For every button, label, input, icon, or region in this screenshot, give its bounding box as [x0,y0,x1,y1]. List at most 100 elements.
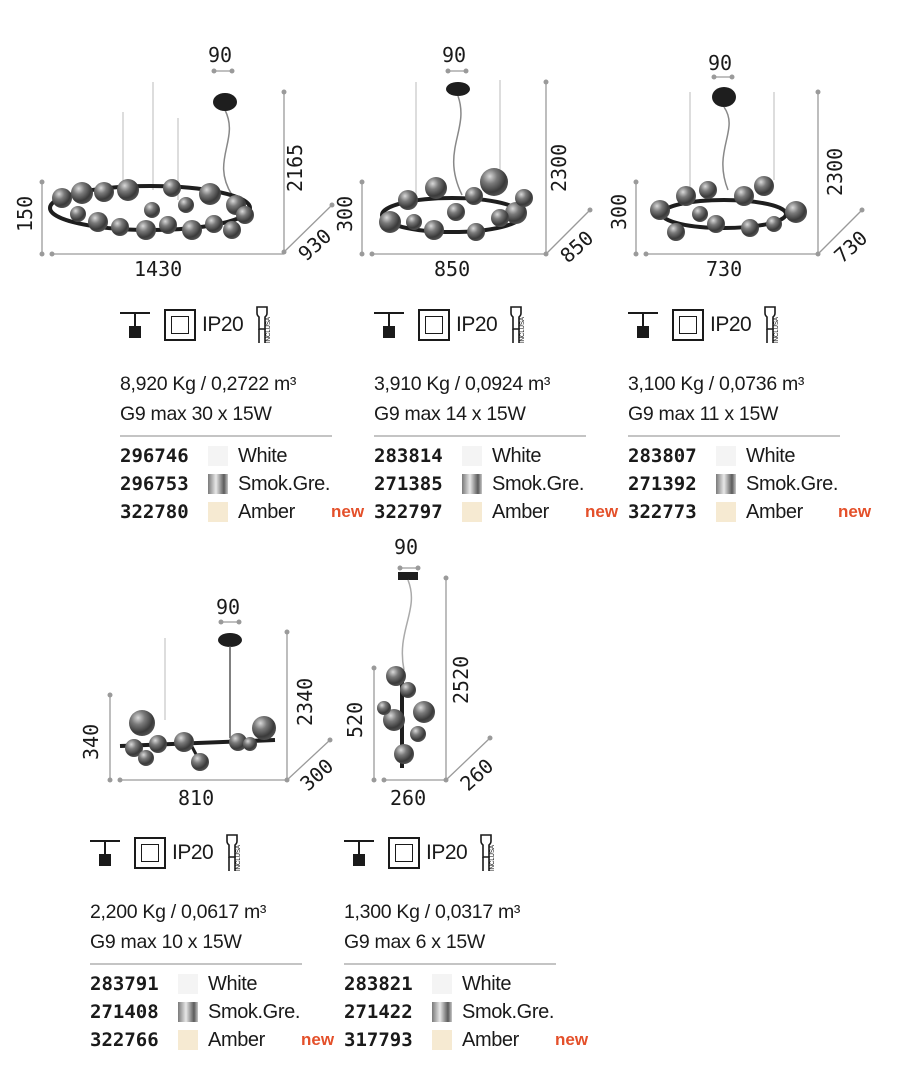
product-5-specs: 1,300 Kg / 0,0317 m³ G9 max 6 x 15W [344,897,520,957]
variant-row: 317793 Amber new [344,1028,589,1052]
product-1-variants: 296746 White 296753 Smok.Gre. 322780 Amber n… [120,442,365,526]
svg-text:INCLUSA: INCLUSA [774,317,780,343]
divider [120,435,332,437]
product-1: 90 2165 150 1430 930 IP20 INCLUSA 8,920 … [0,0,365,530]
variant-row: 296746 White [120,444,288,468]
dim-width: 1430 [134,257,182,281]
weight-volume: 1,300 Kg / 0,0317 m³ [344,901,521,923]
dim-height-body: 340 [79,724,103,760]
dim-hook: 90 [216,595,240,619]
variant-row: 283807 White [628,444,796,468]
weight-volume: 3,100 Kg / 0,0736 m³ [628,373,805,395]
variant-row: 322773 Amber new [628,500,872,524]
swatch-smoke [432,1002,452,1022]
dim-height-body: 150 [13,196,37,232]
product-3: 90 2300 300 730 730 IP20 INCLUSA 3,100 K… [0,0,906,530]
dim-hook: 90 [708,51,732,75]
g9-bulb-icon: INCLUSA [226,834,242,872]
svg-text:INCLUSA: INCLUSA [490,845,496,871]
swatch-white [208,446,228,466]
product-3-variants: 283807 White 271392 Smok.Gre. 322773 Amber n… [628,442,872,526]
product-5-icons: IP20 INCLUSA [344,833,499,873]
dim-height-total: 2340 [293,678,317,726]
product-4-drawing: 90 2340 340 810 300 [79,595,338,810]
new-badge: new [555,1030,589,1049]
dim-height-body: 300 [607,194,631,230]
swatch-white [716,446,736,466]
swatch-smoke [462,474,482,494]
new-badge: new [331,502,365,521]
svg-text:INCLUSA: INCLUSA [236,845,242,871]
product-4-specs: 2,200 Kg / 0,0617 m³ G9 max 10 x 15W [90,897,266,957]
double-insulation-icon [418,309,450,341]
swatch-white [432,974,452,994]
product-3-icons: IP20 INCLUSA [628,305,783,345]
dim-height-total: 2520 [449,656,473,704]
ip-rating: IP20 [426,841,468,864]
product-1-icons: IP20 INCLUSA [120,305,275,345]
dim-depth: 730 [829,226,872,268]
swatch-smoke [208,474,228,494]
g9-bulb-icon: INCLUSA [510,306,526,344]
variant-row: 271408 Smok.Gre. [90,1000,300,1024]
dim-depth: 260 [455,754,498,796]
swatch-amber [432,1030,452,1050]
product-5-drawing: 90 2520 520 260 260 [343,535,498,810]
product-2-variants: 283814 White 271385 Smok.Gre. 322797 Amber n… [374,442,619,526]
double-insulation-icon [388,837,420,869]
dim-hook: 90 [442,43,466,67]
lamp-spec: G9 max 11 x 15W [628,403,779,425]
divider [90,963,302,965]
product-4-variants: 283791 White 271408 Smok.Gre. 322766 Amber n… [90,970,335,1054]
product-4-icons: IP20 INCLUSA [90,833,245,873]
swatch-amber [178,1030,198,1050]
lamp-spec: G9 max 6 x 15W [344,931,486,953]
ceiling-mount-icon [120,308,150,342]
variant-row: 271392 Smok.Gre. [628,472,838,496]
lamp-spec: G9 max 10 x 15W [90,931,242,953]
variant-row: 322797 Amber new [374,500,619,524]
ip-rating: IP20 [456,313,498,336]
product-5: 90 2520 520 260 260 IP20 INCLUSA 1,300 K… [0,530,620,1070]
swatch-smoke [716,474,736,494]
dim-height-total: 2165 [283,144,307,192]
svg-text:INCLUSA: INCLUSA [520,317,526,343]
new-badge: new [301,1030,335,1049]
product-2-specs: 3,910 Kg / 0,0924 m³ G9 max 14 x 15W [374,369,550,429]
dim-height-total: 2300 [547,144,571,192]
double-insulation-icon [672,309,704,341]
ip-rating: IP20 [710,313,752,336]
variant-row: 283821 White [344,972,512,996]
swatch-white [462,446,482,466]
product-1-specs: 8,920 Kg / 0,2722 m³ G9 max 30 x 15W [120,369,296,429]
swatch-amber [462,502,482,522]
double-insulation-icon [164,309,196,341]
ceiling-mount-icon [628,308,658,342]
product-2-drawing: 90 2300 300 850 850 [333,43,598,281]
dim-height-body: 520 [343,702,367,738]
swatch-smoke [178,1002,198,1022]
g9-bulb-icon: INCLUSA [480,834,496,872]
product-2-icons: IP20 INCLUSA [374,305,529,345]
variant-row: 296753 Smok.Gre. [120,472,330,496]
lamp-spec: G9 max 30 x 15W [120,403,272,425]
product-1-drawing: 90 2165 150 1430 930 [13,43,336,281]
variant-row: 322766 Amber new [90,1028,335,1052]
variant-row: 283791 White [90,972,258,996]
g9-bulb-icon: INCLUSA [764,306,780,344]
dim-hook: 90 [394,535,418,559]
variant-row: 271385 Smok.Gre. [374,472,584,496]
variant-row: 322780 Amber new [120,500,365,524]
new-badge: new [838,502,872,521]
product-5-variants: 283821 White 271422 Smok.Gre. 317793 Amber n… [344,970,589,1054]
dim-width: 730 [706,257,742,281]
weight-volume: 3,910 Kg / 0,0924 m³ [374,373,551,395]
ip-rating: IP20 [172,841,214,864]
dim-width: 810 [178,786,214,810]
divider [374,435,586,437]
new-badge: new [585,502,619,521]
dim-hook: 90 [208,43,232,67]
swatch-white [178,974,198,994]
product-3-specs: 3,100 Kg / 0,0736 m³ G9 max 11 x 15W [628,369,804,429]
weight-volume: 2,200 Kg / 0,0617 m³ [90,901,267,923]
